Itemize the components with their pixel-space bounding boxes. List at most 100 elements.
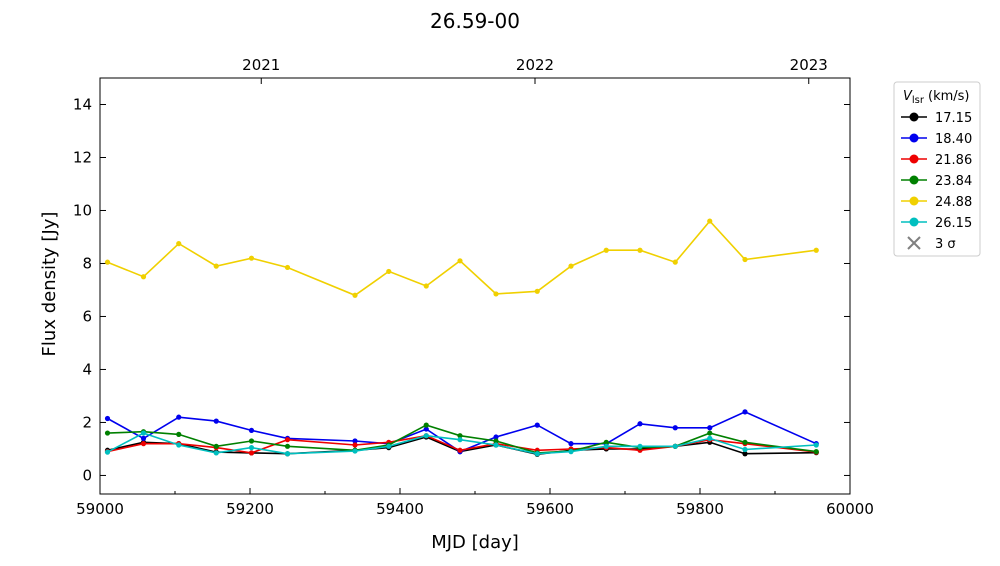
data-point-18.40 <box>176 414 182 420</box>
data-point-24.88 <box>534 288 540 294</box>
data-point-18.40 <box>248 427 255 434</box>
data-point-26.15 <box>352 448 358 454</box>
data-point-18.40 <box>707 425 713 431</box>
data-point-24.88 <box>707 218 713 224</box>
data-point-26.15 <box>637 443 643 449</box>
legend-label-21.86: 21.86 <box>935 153 972 168</box>
x-axis-label: MJD [day] <box>431 532 519 553</box>
data-point-23.84 <box>213 443 219 449</box>
data-point-18.40 <box>423 426 429 432</box>
data-point-21.86 <box>248 450 255 456</box>
data-point-24.88 <box>386 268 392 275</box>
data-point-23.84 <box>707 430 713 436</box>
data-point-26.15 <box>104 449 111 455</box>
legend-title-unit: (km/s) <box>928 89 970 104</box>
y-tick-label: 8 <box>82 254 92 272</box>
data-point-23.84 <box>742 439 748 445</box>
data-point-18.40 <box>140 435 147 441</box>
data-point-24.88 <box>423 283 429 289</box>
chart-title: 26.59-00 <box>430 9 520 33</box>
data-point-23.84 <box>493 438 499 444</box>
legend: Vlsr (km/s) 17.15 18.40 21.86 23.84 24.88 26.1… <box>893 81 981 257</box>
legend-title: Vlsr (km/s) <box>903 89 970 106</box>
data-point-21.86 <box>352 442 358 448</box>
data-point-26.15 <box>284 451 291 457</box>
data-point-23.84 <box>176 431 182 437</box>
data-point-18.40 <box>493 434 499 440</box>
data-point-26.15 <box>493 442 499 448</box>
data-point-24.88 <box>457 258 463 264</box>
data-point-26.15 <box>176 442 182 448</box>
top-tick-label: 2021 <box>242 56 280 74</box>
data-point-21.86 <box>140 441 147 447</box>
legend-title-sub: lsr <box>912 95 925 106</box>
data-point-24.88 <box>352 292 358 298</box>
legend-label-17.15: 17.15 <box>935 111 972 126</box>
data-point-24.88 <box>104 259 111 265</box>
data-point-26.15 <box>742 446 748 453</box>
x-tick-label: 59400 <box>376 500 424 518</box>
y-tick-label: 12 <box>73 148 92 166</box>
x-tick-label: 59200 <box>226 500 274 518</box>
data-point-21.86 <box>284 437 291 443</box>
plot-area: 59000 59200 59400 59600 59800 60000 0 2 4 6 8 10 12 1… <box>73 56 874 518</box>
data-point-21.86 <box>457 447 463 453</box>
series-line-24.88 <box>107 219 817 297</box>
data-point-24.88 <box>603 247 609 253</box>
data-point-23.84 <box>813 449 819 455</box>
legend-label-3sigma: 3 σ <box>935 237 956 252</box>
data-point-24.88 <box>493 291 499 297</box>
data-point-18.40 <box>742 409 748 415</box>
data-point-18.40 <box>672 425 678 431</box>
legend-label-18.40: 18.40 <box>935 132 972 147</box>
data-point-26.15 <box>568 449 574 455</box>
x-tick-label: 59800 <box>676 500 724 518</box>
data-point-26.15 <box>140 430 147 436</box>
y-tick-label: 0 <box>82 466 92 484</box>
data-point-23.84 <box>104 430 111 436</box>
data-point-23.84 <box>423 422 429 428</box>
data-point-24.88 <box>742 256 748 263</box>
data-point-24.88 <box>248 255 255 261</box>
legend-marker-18.40 <box>909 133 919 143</box>
data-point-18.40 <box>534 422 540 428</box>
x-tick-label: 59000 <box>76 500 124 518</box>
data-point-26.15 <box>672 443 678 449</box>
legend-label-26.15: 26.15 <box>935 216 972 231</box>
data-point-26.15 <box>213 450 219 456</box>
data-point-18.40 <box>104 415 111 422</box>
data-point-23.84 <box>248 438 255 444</box>
legend-marker-23.84 <box>909 175 919 185</box>
legend-marker-26.15 <box>909 217 919 227</box>
legend-marker-21.86 <box>909 154 919 164</box>
top-tick-label: 2023 <box>790 56 828 74</box>
data-point-26.15 <box>423 433 429 439</box>
plot-frame <box>99 77 851 495</box>
y-tick-label: 6 <box>82 307 92 325</box>
data-point-24.88 <box>568 263 574 269</box>
legend-title-main: V <box>903 89 913 104</box>
legend-sigma-cross-b <box>907 236 921 250</box>
data-point-26.15 <box>457 437 463 443</box>
legend-label-23.84: 23.84 <box>935 174 972 189</box>
y-tick-label: 2 <box>82 413 92 431</box>
data-point-26.15 <box>603 443 609 449</box>
data-point-24.88 <box>140 274 147 280</box>
y-tick-label: 4 <box>82 360 92 378</box>
data-point-23.84 <box>603 439 609 445</box>
data-point-24.88 <box>213 263 219 269</box>
y-tick-label: 14 <box>73 95 92 113</box>
data-point-26.15 <box>386 443 392 449</box>
data-point-23.84 <box>457 433 463 439</box>
data-point-18.40 <box>568 441 574 447</box>
data-point-24.88 <box>813 247 819 253</box>
data-point-18.40 <box>352 438 358 444</box>
top-tick-label: 2022 <box>516 56 554 74</box>
x-tick-label: 59600 <box>526 500 574 518</box>
data-point-23.84 <box>284 443 291 449</box>
y-tick-label: 10 <box>73 201 92 219</box>
data-point-18.40 <box>213 418 219 424</box>
data-point-26.15 <box>813 442 819 448</box>
